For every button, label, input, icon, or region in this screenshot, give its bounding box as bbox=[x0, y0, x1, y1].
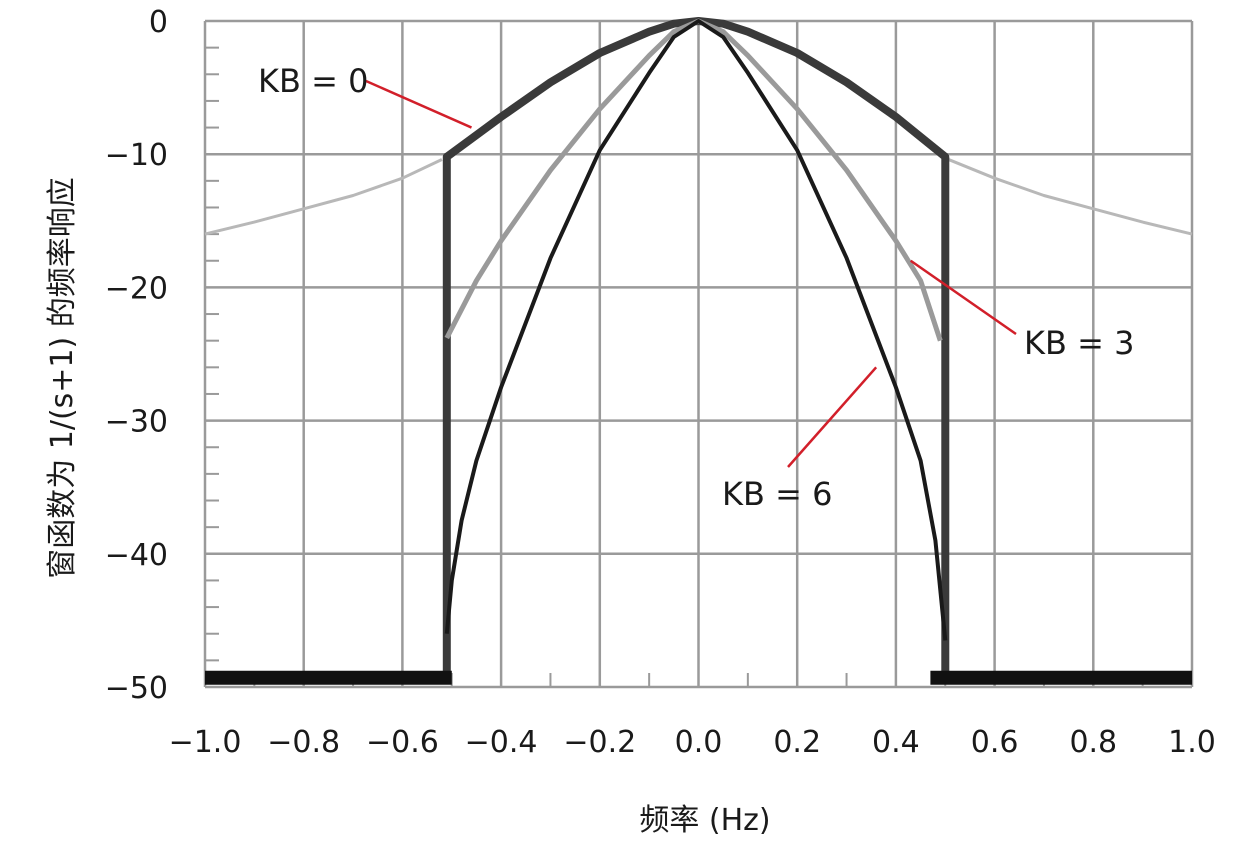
x-tick-label: −0.2 bbox=[563, 725, 636, 760]
y-tick-label: −40 bbox=[105, 538, 168, 573]
series-lines bbox=[204, 17, 1193, 685]
series-line-kb6 bbox=[444, 19, 948, 641]
series-line-kb3 bbox=[444, 18, 943, 342]
series-line-kb0 bbox=[442, 17, 950, 674]
x-axis-title: 频率 (Hz) bbox=[639, 803, 770, 838]
grid bbox=[203, 19, 1194, 689]
x-tick-label: −0.6 bbox=[366, 725, 439, 760]
x-tick-labels: −1.0 −0.8 −0.6 −0.4 −0.2 0.0 0.2 0.4 0.6 0.8 1.0 bbox=[169, 725, 1216, 760]
annotation-label-kb3: KB = 3 bbox=[1024, 324, 1134, 362]
x-tick-label: −0.4 bbox=[465, 725, 538, 760]
x-tick-label: 0.0 bbox=[675, 725, 723, 760]
x-tick-label: 0.6 bbox=[971, 725, 1019, 760]
annotation-leader-kb3 bbox=[909, 259, 1017, 336]
x-tick-label: −0.8 bbox=[267, 725, 340, 760]
x-tick-label: 0.2 bbox=[773, 725, 821, 760]
y-tick-label: −30 bbox=[105, 405, 168, 440]
x-tick-label: 0.8 bbox=[1069, 725, 1117, 760]
y-tick-label: −50 bbox=[105, 671, 168, 706]
y-tick-label: 0 bbox=[149, 5, 168, 40]
y-axis-title: 窗函数为 1/(s+1) 的频率响应 bbox=[45, 177, 80, 579]
annotation-label-kb6: KB = 6 bbox=[722, 475, 832, 513]
minor-ticks bbox=[205, 46, 1144, 687]
y-tick-label: −20 bbox=[105, 271, 168, 306]
y-tick-labels: 0 −10 −20 −30 −40 −50 bbox=[105, 5, 168, 706]
annotations: KB = 0 KB = 3 KB = 6 bbox=[258, 62, 1134, 513]
series-line-unwindowed bbox=[204, 158, 443, 236]
annotation-leader-kb6 bbox=[787, 366, 878, 468]
x-tick-label: −1.0 bbox=[169, 725, 242, 760]
x-tick-label: 0.4 bbox=[872, 725, 920, 760]
annotation-label-kb0: KB = 0 bbox=[258, 62, 368, 100]
x-tick-label: 1.0 bbox=[1168, 725, 1216, 760]
annotation-leader-kb0 bbox=[365, 79, 472, 129]
y-tick-label: −10 bbox=[105, 138, 168, 173]
series-line-unwindowed-right bbox=[944, 156, 1193, 236]
